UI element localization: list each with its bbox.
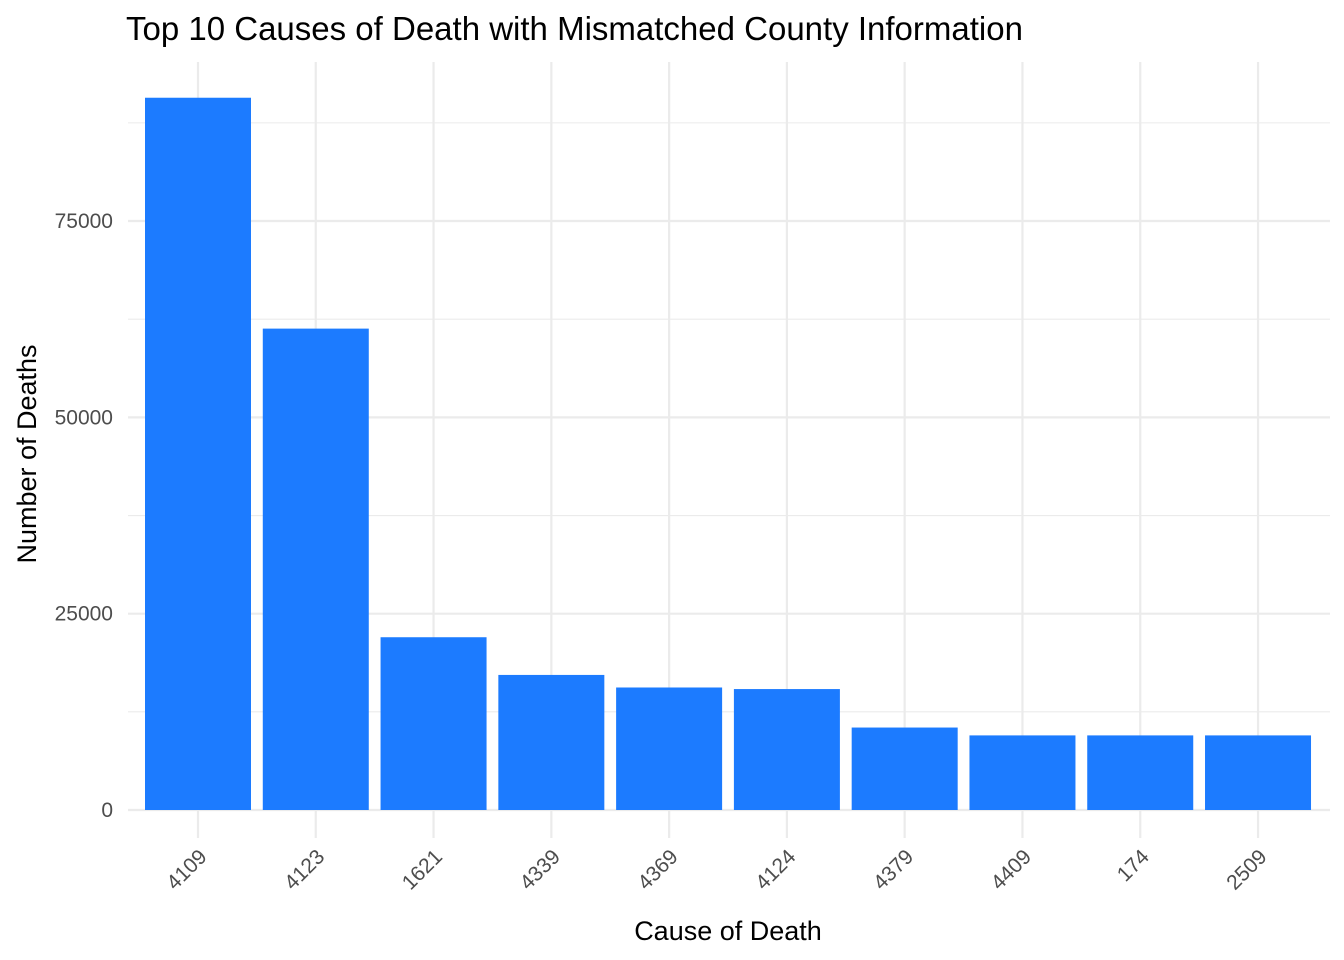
x-tick-label: 4369 — [633, 845, 682, 894]
bar-174 — [1087, 735, 1194, 810]
bar-4123 — [262, 328, 369, 810]
x-tick-label: 4339 — [516, 845, 565, 894]
y-tick-label: 75000 — [55, 210, 113, 233]
bars — [145, 97, 1312, 810]
bar-4409 — [969, 735, 1076, 810]
bar-4379 — [851, 727, 958, 810]
bar-4369 — [616, 687, 723, 810]
x-tick-label: 4124 — [751, 845, 801, 895]
y-axis-ticks: 0 25000 50000 75000 — [55, 210, 113, 822]
y-tick-label: 0 — [101, 799, 113, 822]
x-tick-label: 4123 — [280, 845, 329, 894]
x-tick-label: 4379 — [869, 845, 918, 894]
chart-title: Top 10 Causes of Death with Mismatched C… — [126, 10, 1023, 47]
x-tick-label: 2509 — [1222, 845, 1271, 894]
x-tick-label: 1621 — [398, 845, 447, 894]
x-tick-label: 4109 — [162, 845, 211, 894]
x-tick-label: 4409 — [987, 845, 1036, 894]
bar-4109 — [145, 97, 251, 810]
bar-2509 — [1205, 735, 1312, 810]
y-axis-title: Number of Deaths — [12, 344, 42, 563]
bar-4339 — [498, 674, 605, 810]
bar-1621 — [380, 637, 487, 810]
x-axis-ticks: 4109 4123 1621 4339 4369 4124 4379 4409 174 2509 — [162, 845, 1271, 895]
x-tick-label: 174 — [1113, 845, 1154, 886]
y-tick-label: 25000 — [55, 603, 113, 626]
bar-4124 — [733, 689, 840, 810]
y-tick-label: 50000 — [55, 406, 113, 429]
x-axis-title: Cause of Death — [634, 916, 822, 946]
